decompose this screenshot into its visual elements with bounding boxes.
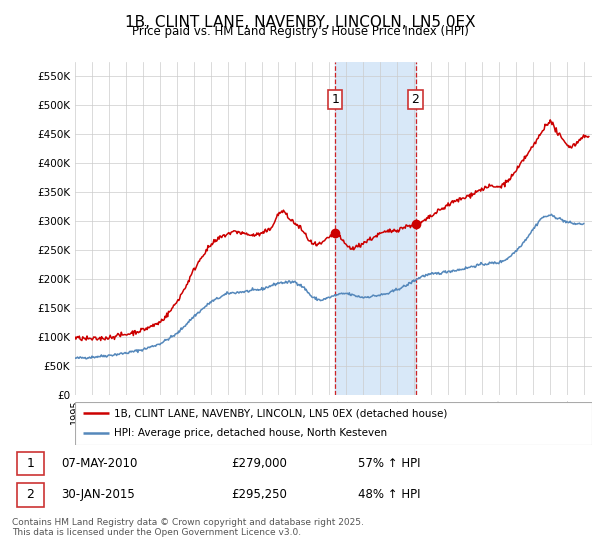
Bar	[335, 62, 416, 395]
Text: HPI: Average price, detached house, North Kesteven: HPI: Average price, detached house, Nort…	[114, 428, 387, 438]
Text: 48% ↑ HPI: 48% ↑ HPI	[358, 488, 420, 501]
Text: 1: 1	[26, 457, 34, 470]
Bar	[17, 451, 44, 475]
Text: 2: 2	[412, 93, 419, 106]
Text: Price paid vs. HM Land Registry's House Price Index (HPI): Price paid vs. HM Land Registry's House …	[131, 25, 469, 38]
Text: Contains HM Land Registry data © Crown copyright and database right 2025.
This d: Contains HM Land Registry data © Crown c…	[12, 518, 364, 538]
Text: 57% ↑ HPI: 57% ↑ HPI	[358, 457, 420, 470]
Text: 1B, CLINT LANE, NAVENBY, LINCOLN, LN5 0EX: 1B, CLINT LANE, NAVENBY, LINCOLN, LN5 0E…	[125, 15, 475, 30]
Text: 30-JAN-2015: 30-JAN-2015	[61, 488, 135, 501]
Text: £279,000: £279,000	[231, 457, 287, 470]
Text: 07-MAY-2010: 07-MAY-2010	[61, 457, 137, 470]
Text: 1B, CLINT LANE, NAVENBY, LINCOLN, LN5 0EX (detached house): 1B, CLINT LANE, NAVENBY, LINCOLN, LN5 0E…	[114, 408, 447, 418]
Text: 2: 2	[26, 488, 34, 501]
Text: £295,250: £295,250	[231, 488, 287, 501]
Text: 1: 1	[331, 93, 339, 106]
Bar	[17, 483, 44, 507]
